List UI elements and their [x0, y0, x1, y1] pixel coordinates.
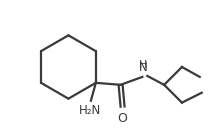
Text: H₂N: H₂N: [79, 104, 101, 117]
Text: N: N: [139, 61, 148, 74]
Text: H: H: [139, 60, 148, 70]
Text: O: O: [118, 111, 128, 124]
